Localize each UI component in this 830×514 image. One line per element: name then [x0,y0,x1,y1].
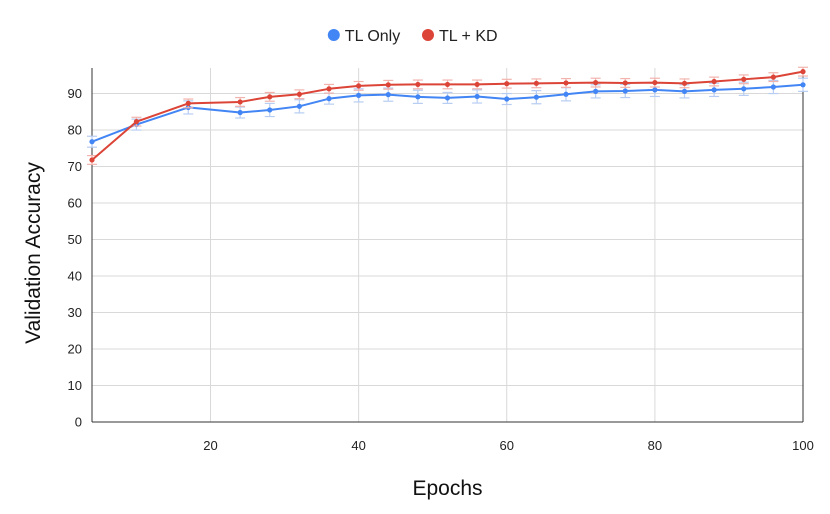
data-point [444,81,451,88]
x-tick-label: 40 [351,438,365,453]
legend-item-tl-plus-kd: TL + KD [422,28,498,45]
data-point [504,81,510,87]
data-point [415,94,421,100]
x-tick-label: 20 [203,438,217,453]
data-point [326,86,332,92]
data-point [770,74,776,80]
y-tick-label: 50 [68,232,82,247]
y-tick-label: 40 [68,269,82,284]
data-point [237,99,243,105]
gridlines [92,68,803,422]
legend-marker-icon [327,29,340,41]
data-point [741,76,747,82]
y-tick-labels: 0 10 20 30 40 50 60 70 80 90 [68,86,82,429]
data-point [356,92,362,98]
y-tick-label: 90 [68,86,82,101]
x-tick-labels: 20 40 60 80 100 [203,438,814,453]
y-axis-title: Validation Accuracy [22,162,45,344]
y-tick-label: 60 [68,196,82,211]
x-axis-title: Epochs [412,477,482,500]
data-point [415,81,421,88]
axes [91,68,804,423]
data-point [711,87,717,93]
y-tick-label: 70 [68,159,82,174]
y-tick-label: 80 [68,123,82,138]
y-tick-label: 10 [68,378,82,393]
data-point [681,80,688,86]
data-point [563,80,569,86]
data-point [474,81,480,88]
x-tick-label: 100 [792,438,814,453]
data-point [622,88,628,94]
plot-area [87,66,808,165]
data-point [741,86,747,92]
data-point [133,119,140,125]
series-tl-plus-kd [87,66,808,165]
data-point [444,95,451,101]
data-point [356,83,362,89]
data-point [652,79,658,86]
y-tick-label: 30 [68,305,82,320]
data-point [237,109,243,116]
data-point [385,92,391,98]
data-point [267,107,273,113]
legend-item-tl-only: TL Only [327,28,400,45]
y-tick-label: 20 [68,342,82,357]
x-tick-label: 80 [648,438,662,453]
data-point [89,157,95,163]
data-point [474,93,480,100]
legend: TL Only TL + KD [327,28,498,45]
data-point [89,139,95,145]
data-point [652,87,658,93]
data-point [593,88,599,94]
data-point [326,96,332,102]
data-point [533,94,539,100]
data-point [800,82,806,88]
legend-marker-icon [422,29,434,41]
x-tick-label: 60 [500,438,514,453]
data-point [800,69,806,75]
data-point [296,103,302,109]
data-point [267,94,273,100]
data-point [770,84,776,90]
data-point [504,96,510,102]
data-point [533,80,539,86]
data-point [385,82,391,88]
data-point [681,88,688,94]
legend-label: TL Only [345,28,400,45]
data-point [563,91,569,97]
data-point [296,91,302,97]
y-tick-label: 0 [75,415,82,430]
data-point [185,100,191,106]
data-point [593,79,599,86]
legend-label: TL + KD [439,28,498,45]
data-point [711,78,717,85]
data-point [622,80,628,86]
